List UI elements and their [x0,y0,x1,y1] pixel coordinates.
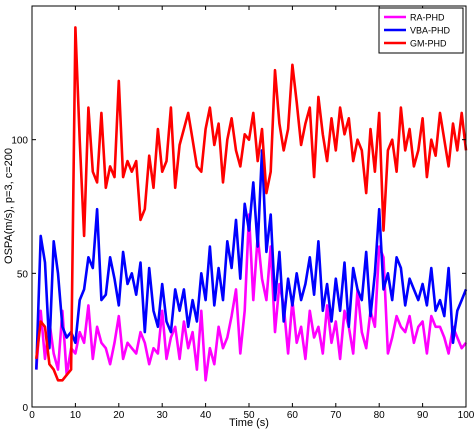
x-tick-label: 100 [458,410,474,421]
y-axis-label: OSPA(m/s), p=3, c=200 [3,148,15,264]
series-layer [35,26,468,382]
legend-label-ra-phd: RA-PHD [410,13,445,23]
x-axis-label: Time (s) [229,417,269,429]
x-tick-label: 90 [417,410,429,421]
series-line-ra-phd [35,213,468,382]
x-tick-label: 80 [374,410,386,421]
legend: RA-PHD VBA-PHD GM-PHD [378,7,464,54]
x-tick-label: 10 [70,410,82,421]
x-tick-label: 40 [200,410,212,421]
series-line-vba-phd [35,149,468,370]
x-tick-label: 0 [29,410,35,421]
tick-layer: 0 10 20 30 40 50 60 70 80 90 100 0 50 100 [11,6,474,421]
x-tick-label: 70 [330,410,342,421]
y-tick-label: 50 [17,269,29,280]
series-line-gm-phd [35,26,468,382]
x-tick-label: 30 [157,410,169,421]
x-tick-label: 20 [113,410,125,421]
x-tick-label: 60 [287,410,299,421]
y-tick-label: 100 [11,136,28,147]
y-tick-label: 0 [22,403,28,414]
x-tick-label: 50 [243,410,255,421]
legend-label-gm-phd: GM-PHD [410,39,447,49]
legend-label-vba-phd: VBA-PHD [410,26,451,36]
